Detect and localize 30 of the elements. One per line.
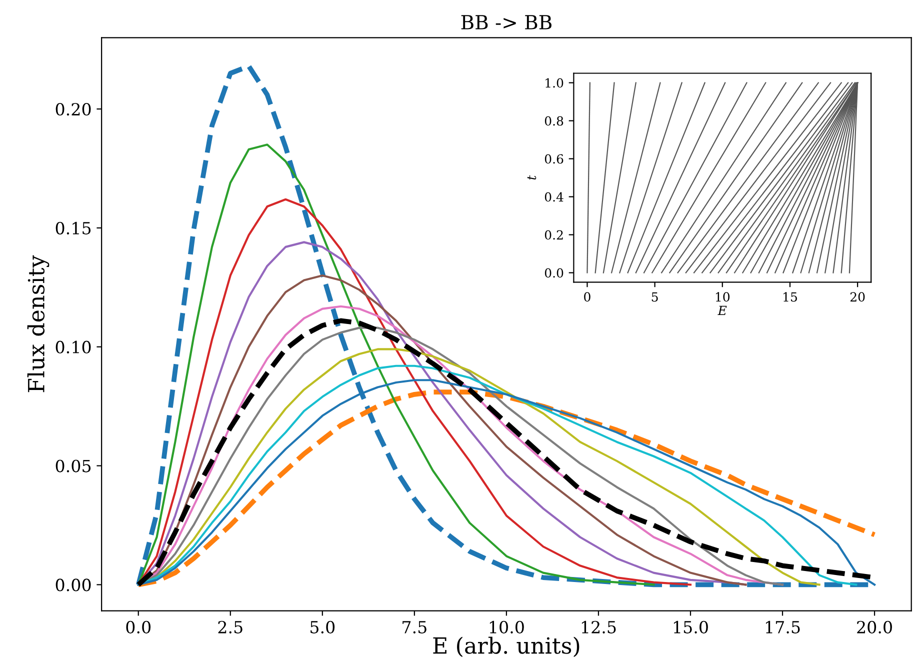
y-tick-label: 0.0 bbox=[544, 268, 564, 278]
y-tick-label: 0.20 bbox=[56, 102, 91, 116]
chart-title: BB -> BB bbox=[461, 15, 552, 30]
x-tick-label: 17.5 bbox=[766, 620, 800, 634]
y-tick-label: 1.0 bbox=[546, 78, 564, 88]
x-axis-title: E bbox=[718, 306, 727, 315]
y-axis-title: Flux density bbox=[27, 255, 50, 392]
x-tick-label: 10 bbox=[716, 292, 730, 302]
x-tick-label: 0.0 bbox=[126, 620, 151, 634]
x-tick-label: 2.5 bbox=[218, 620, 242, 634]
y-tick-label: 0.4 bbox=[544, 192, 564, 202]
y-tick-label: 0.05 bbox=[56, 460, 91, 472]
x-tick-label: 5 bbox=[652, 292, 658, 302]
x-tick-label: 15 bbox=[784, 292, 797, 302]
x-tick-label: 15.0 bbox=[674, 620, 708, 634]
x-tick-label: 0 bbox=[584, 292, 590, 302]
y-tick-label: 0.10 bbox=[56, 340, 91, 354]
x-tick-label: 7.5 bbox=[402, 621, 426, 634]
x-axis-title: E (arb. units) bbox=[433, 636, 580, 658]
x-tick-label: 10.0 bbox=[490, 620, 524, 634]
x-tick-label: 12.5 bbox=[582, 620, 616, 634]
y-tick-label: 0.15 bbox=[56, 222, 91, 234]
y-axis-title: t bbox=[527, 175, 536, 180]
y-tick-label: 0.8 bbox=[544, 116, 564, 126]
y-tick-label: 0.6 bbox=[544, 154, 564, 164]
y-tick-label: 0.2 bbox=[544, 230, 563, 240]
x-tick-label: 20.0 bbox=[857, 620, 892, 634]
x-tick-label: 5.0 bbox=[310, 620, 335, 634]
y-tick-label: 0.00 bbox=[56, 578, 91, 592]
x-tick-label: 20 bbox=[850, 292, 865, 302]
